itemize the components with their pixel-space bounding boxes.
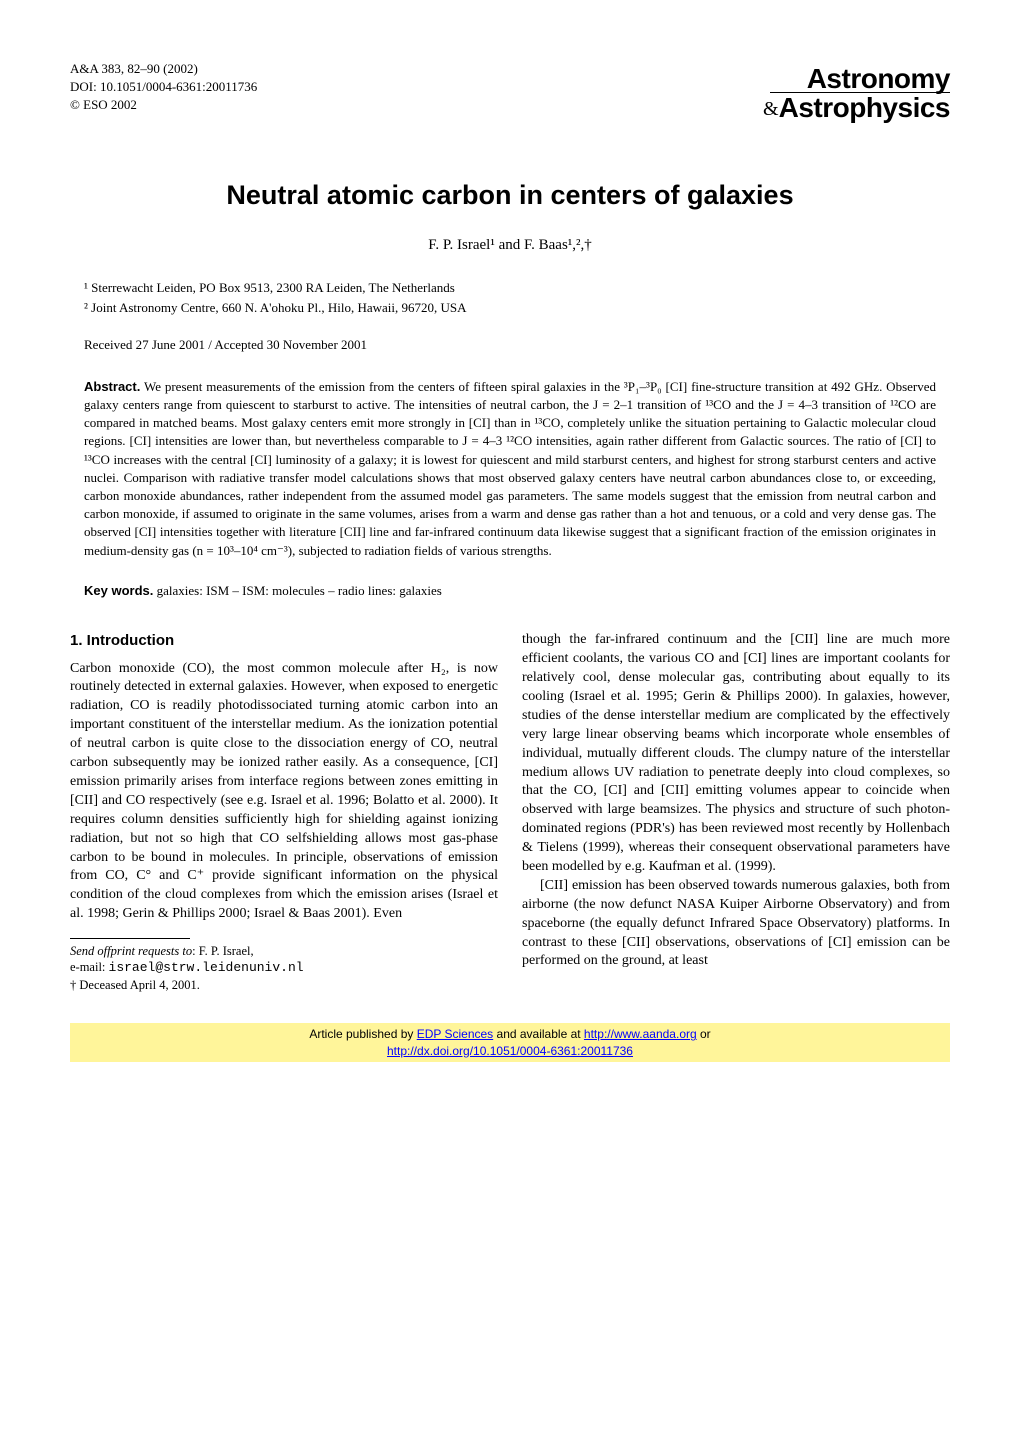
journal-info: A&A 383, 82–90 (2002) DOI: 10.1051/0004-… (70, 60, 257, 115)
keywords: Key words. galaxies: ISM – ISM: molecule… (84, 582, 936, 600)
logo-ampersand: & (763, 98, 779, 120)
doi-link[interactable]: http://dx.doi.org/10.1051/0004-6361:2001… (387, 1044, 633, 1058)
journal-ref: A&A 383, 82–90 (2002) (70, 60, 257, 78)
footnote-separator (70, 938, 190, 939)
left-column: 1. Introduction Carbon monoxide (CO), th… (70, 631, 498, 993)
pub-text-2: and available at (493, 1027, 584, 1041)
article-title: Neutral atomic carbon in centers of gala… (70, 177, 950, 213)
footnote-deceased: † Deceased April 4, 2001. (70, 977, 498, 993)
page-header: A&A 383, 82–90 (2002) DOI: 10.1051/0004-… (70, 60, 950, 127)
keywords-label: Key words. (84, 583, 153, 598)
intro-paragraph-2: [CII] emission has been observed towards… (522, 877, 950, 971)
doi: DOI: 10.1051/0004-6361:20011736 (70, 78, 257, 96)
affiliation-1: ¹ Sterrewacht Leiden, PO Box 9513, 2300 … (84, 279, 950, 297)
logo-astrophysics: Astrophysics (779, 92, 950, 123)
offprint-name: : F. P. Israel, (192, 944, 254, 958)
email-address: israel@strw.leidenuniv.nl (109, 960, 304, 975)
logo-bottom-row: &Astrophysics (763, 89, 950, 127)
abstract-label: Abstract. (84, 379, 140, 394)
received-accepted-dates: Received 27 June 2001 / Accepted 30 Nove… (84, 336, 950, 354)
email-label: e-mail: (70, 960, 109, 974)
affiliations: ¹ Sterrewacht Leiden, PO Box 9513, 2300 … (84, 279, 950, 316)
copyright: © ESO 2002 (70, 96, 257, 114)
publisher-bar: Article published by EDP Sciences and av… (70, 1023, 950, 1061)
section-1-heading: 1. Introduction (70, 631, 498, 651)
intro-paragraph-1-cont: though the far-infrared continuum and th… (522, 631, 950, 877)
intro-paragraph-1: Carbon monoxide (CO), the most common mo… (70, 660, 498, 924)
pub-text-3: or (697, 1027, 711, 1041)
pub-text-1: Article published by (309, 1027, 416, 1041)
offprint-label: Send offprint requests to (70, 944, 192, 958)
footnote-offprint: Send offprint requests to: F. P. Israel, (70, 943, 498, 959)
abstract: Abstract. We present measurements of the… (84, 378, 936, 560)
footnote-block: Send offprint requests to: F. P. Israel,… (70, 943, 498, 993)
abstract-text: We present measurements of the emission … (84, 379, 936, 558)
keywords-text: galaxies: ISM – ISM: molecules – radio l… (157, 583, 442, 598)
footnote-email: e-mail: israel@strw.leidenuniv.nl (70, 959, 498, 977)
body-columns: 1. Introduction Carbon monoxide (CO), th… (70, 631, 950, 993)
edp-sciences-link[interactable]: EDP Sciences (417, 1027, 493, 1041)
journal-logo: Astronomy &Astrophysics (763, 60, 950, 127)
aanda-link[interactable]: http://www.aanda.org (584, 1027, 697, 1041)
affiliation-2: ² Joint Astronomy Centre, 660 N. A'ohoku… (84, 299, 950, 317)
right-column: though the far-infrared continuum and th… (522, 631, 950, 993)
authors: F. P. Israel¹ and F. Baas¹,²,† (70, 235, 950, 255)
